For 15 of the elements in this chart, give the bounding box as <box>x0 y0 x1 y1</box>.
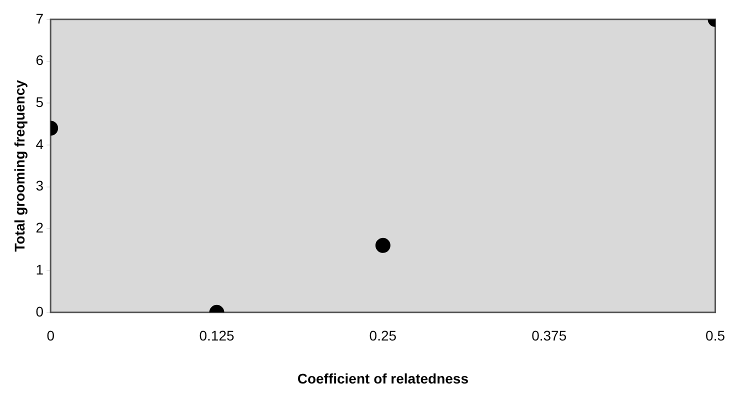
x-tick-label: 0.5 <box>706 328 726 344</box>
x-tick-label: 0.125 <box>199 328 234 344</box>
y-tick-label: 3 <box>36 178 44 194</box>
x-tick-label: 0.375 <box>532 328 567 344</box>
y-tick-label: 7 <box>36 10 44 26</box>
x-tick-label: 0.25 <box>369 328 397 344</box>
y-tick-label: 1 <box>36 261 44 278</box>
x-axis-title: Coefficient of relatedness <box>297 370 469 386</box>
y-tick-label: 2 <box>36 220 44 236</box>
y-tick-label: 0 <box>36 303 44 320</box>
y-tick-label: 6 <box>36 52 44 68</box>
y-axis-title: Total grooming frequency <box>11 80 28 252</box>
x-tick-label: 0 <box>46 328 55 344</box>
y-tick-label: 4 <box>36 136 44 152</box>
y-tick-label: 5 <box>36 94 44 110</box>
